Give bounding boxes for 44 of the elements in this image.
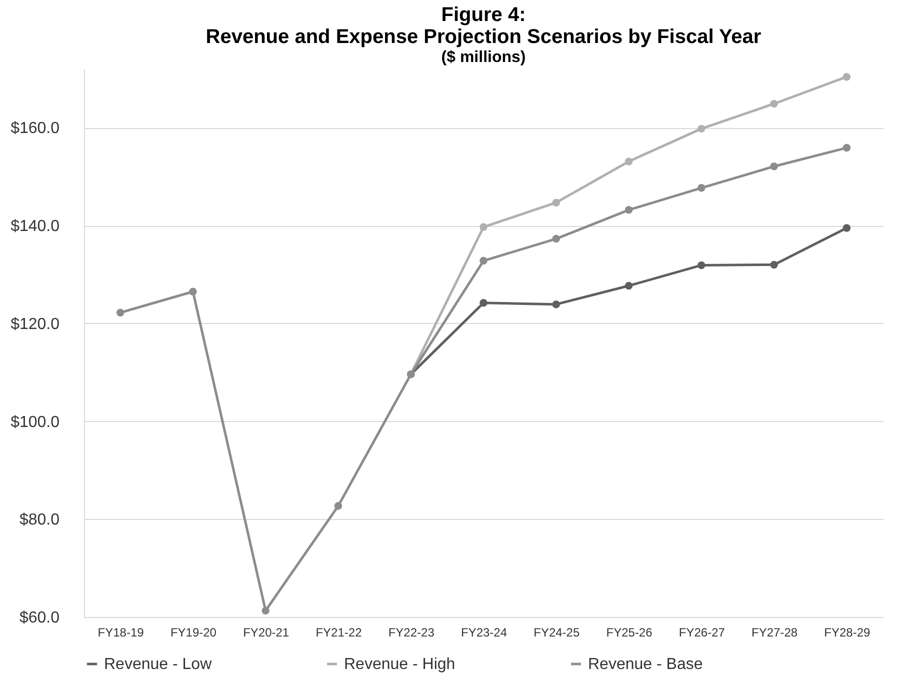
point bbox=[624, 158, 633, 166]
x-tick-label: FY21-22 bbox=[316, 626, 362, 640]
point bbox=[480, 299, 488, 307]
point bbox=[698, 124, 706, 133]
x-tick-label: FY25-26 bbox=[606, 626, 653, 640]
x-tick-label: FY23-24 bbox=[460, 626, 508, 640]
legend-label: Revenue - High bbox=[344, 656, 456, 673]
point bbox=[552, 300, 560, 308]
x-tick-label: FY28-29 bbox=[824, 626, 871, 640]
chart-title: Figure 4: Revenue and Expense Projection Scenarios by Fiscal Year bbox=[206, 4, 762, 48]
x-tick-label: FY19-20 bbox=[170, 626, 217, 640]
x-tick-label: FY22-23 bbox=[388, 626, 435, 640]
point bbox=[770, 100, 778, 108]
point bbox=[480, 256, 488, 265]
point bbox=[624, 206, 633, 214]
point bbox=[480, 223, 488, 231]
point bbox=[552, 234, 560, 243]
point bbox=[770, 260, 778, 269]
point bbox=[842, 72, 851, 81]
x-tick-label: FY26-27 bbox=[678, 626, 726, 640]
y-tick-label: $120.0 bbox=[10, 316, 60, 333]
y-tick-label: $80.0 bbox=[19, 512, 60, 529]
legend-label: Revenue - Base bbox=[588, 656, 703, 673]
point bbox=[624, 282, 633, 290]
y-tick-label: $140.0 bbox=[10, 218, 60, 236]
point bbox=[698, 261, 706, 270]
y-tick-label: $100.0 bbox=[10, 414, 60, 431]
point bbox=[842, 224, 851, 232]
point bbox=[842, 144, 851, 152]
x-tick-label: FY24-25 bbox=[534, 626, 580, 640]
y-tick-label: $60.0 bbox=[19, 610, 60, 626]
point bbox=[116, 308, 124, 317]
point bbox=[334, 502, 342, 510]
legend-label: Revenue - Low bbox=[104, 656, 212, 673]
x-tick-label: FY18-19 bbox=[98, 626, 144, 640]
point bbox=[189, 288, 197, 296]
chart-subtitle: ($ millions) bbox=[441, 49, 526, 66]
x-tick-label: FY27-28 bbox=[752, 626, 798, 640]
y-tick-label: $160.0 bbox=[10, 120, 60, 138]
point bbox=[262, 606, 270, 615]
point bbox=[552, 198, 560, 206]
point bbox=[698, 184, 706, 192]
x-tick-label: FY20-21 bbox=[243, 626, 290, 640]
point bbox=[770, 162, 778, 170]
